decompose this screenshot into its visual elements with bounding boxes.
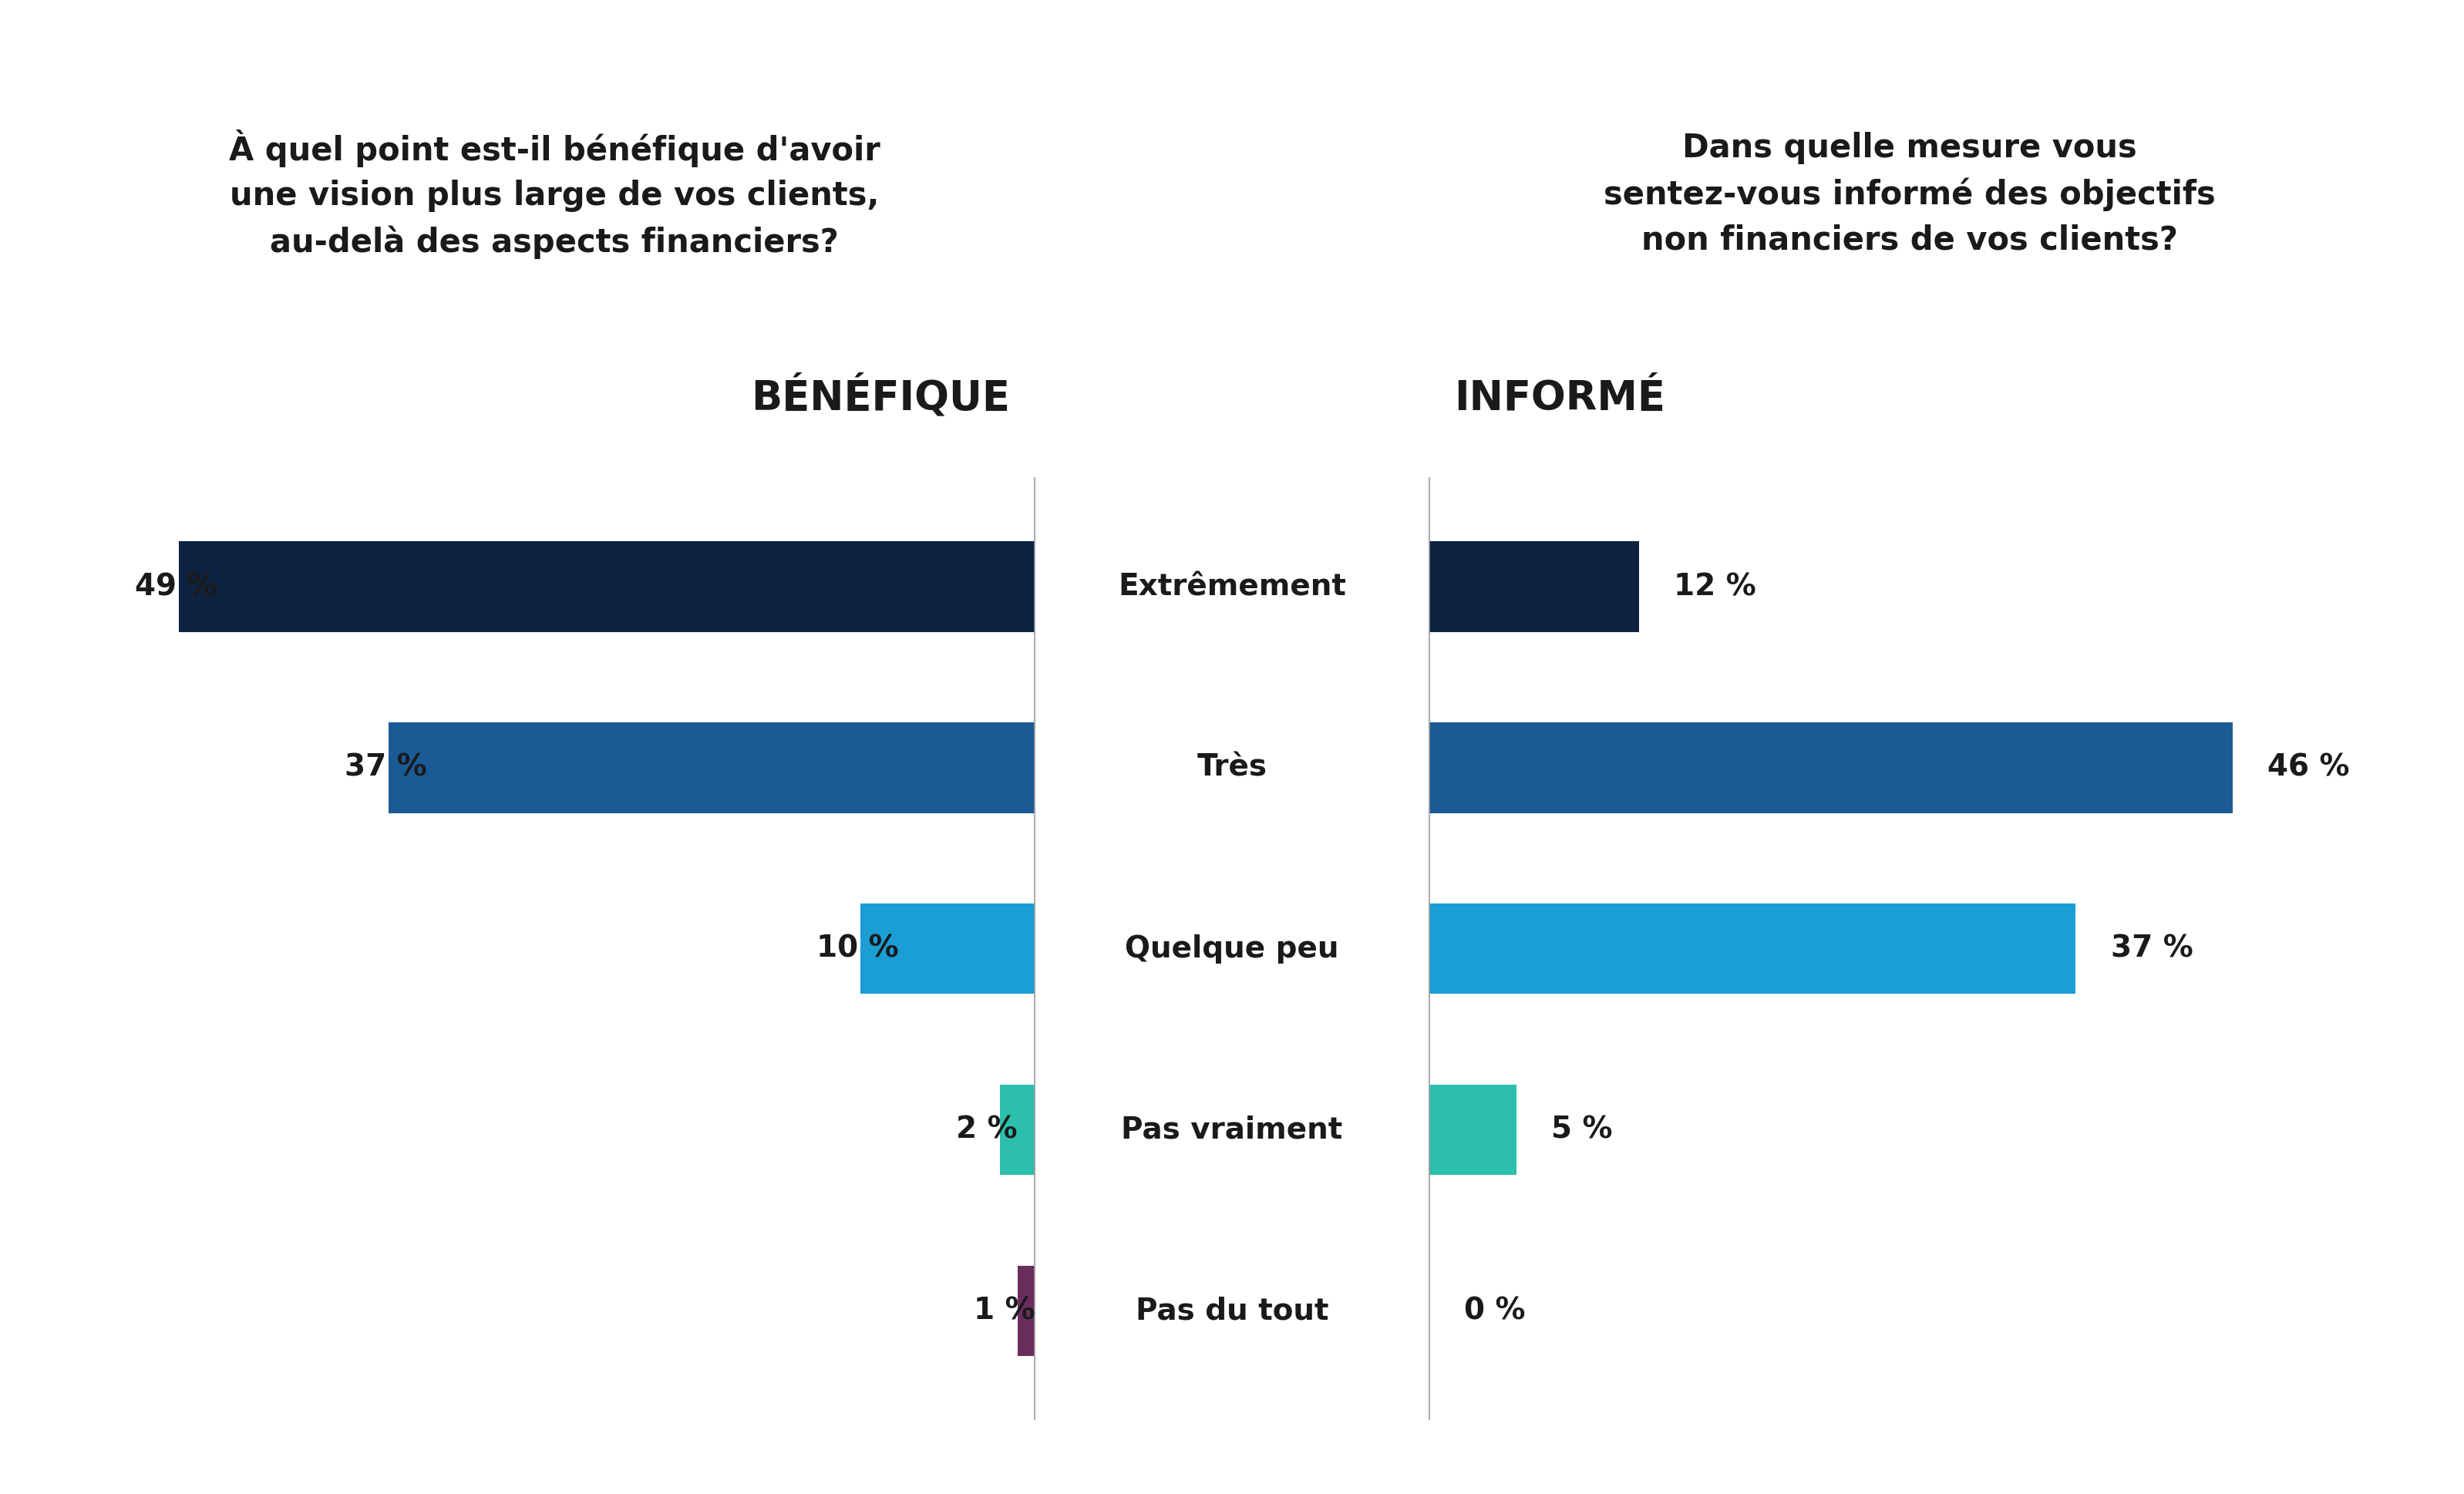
Text: 0 %: 0 %: [1464, 1297, 1525, 1325]
Text: 37 %: 37 %: [345, 753, 426, 783]
Text: Pas vraiment: Pas vraiment: [1121, 1115, 1343, 1144]
Text: 37 %: 37 %: [2112, 934, 2193, 964]
Bar: [389, 723, 1035, 813]
Text: Très: Très: [1198, 753, 1266, 783]
Bar: [1429, 541, 1639, 632]
Bar: [1000, 1085, 1035, 1174]
Bar: [1429, 723, 2232, 813]
Text: 46 %: 46 %: [2267, 753, 2351, 783]
Text: À quel point est-il bénéfique d'avoir
une vision plus large de vos clients,
au-d: À quel point est-il bénéfique d'avoir un…: [229, 130, 880, 258]
Bar: [860, 904, 1035, 994]
Bar: [1429, 904, 2075, 994]
Text: 10 %: 10 %: [816, 934, 899, 964]
Bar: [1429, 1085, 1515, 1174]
Text: BÉNÉFIQUE: BÉNÉFIQUE: [752, 375, 1010, 418]
Text: Dans quelle mesure vous
sentez-vous informé des objectifs
non financiers de vos : Dans quelle mesure vous sentez-vous info…: [1604, 131, 2215, 257]
Text: 1 %: 1 %: [973, 1297, 1035, 1325]
Text: Pas du tout: Pas du tout: [1136, 1297, 1328, 1325]
Bar: [1018, 1265, 1035, 1357]
Text: 5 %: 5 %: [1552, 1115, 1614, 1144]
Text: Extrêmement: Extrêmement: [1119, 572, 1345, 601]
Text: Quelque peu: Quelque peu: [1126, 934, 1338, 964]
Text: 12 %: 12 %: [1673, 572, 1757, 601]
Text: 2 %: 2 %: [956, 1115, 1018, 1144]
Text: INFORMÉ: INFORMÉ: [1454, 378, 1666, 418]
Text: 49 %: 49 %: [136, 572, 217, 601]
Bar: [180, 541, 1035, 632]
